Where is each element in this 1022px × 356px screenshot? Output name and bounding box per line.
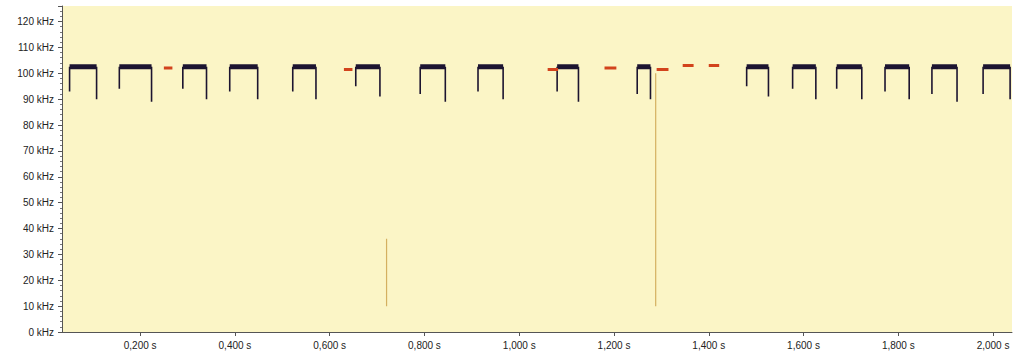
svg-text:120 kHz: 120 kHz <box>17 16 54 27</box>
svg-text:20 kHz: 20 kHz <box>23 275 54 286</box>
svg-text:0,800 s: 0,800 s <box>408 340 441 351</box>
svg-text:80 kHz: 80 kHz <box>23 120 54 131</box>
svg-text:0,200 s: 0,200 s <box>124 340 157 351</box>
svg-text:60 kHz: 60 kHz <box>23 171 54 182</box>
svg-text:0 kHz: 0 kHz <box>28 327 54 338</box>
svg-text:1,600 s: 1,600 s <box>787 340 820 351</box>
svg-text:40 kHz: 40 kHz <box>23 223 54 234</box>
svg-text:0,400 s: 0,400 s <box>219 340 252 351</box>
svg-text:110 kHz: 110 kHz <box>18 42 54 53</box>
svg-text:100 kHz: 100 kHz <box>17 68 54 79</box>
svg-text:0,600 s: 0,600 s <box>313 340 346 351</box>
svg-text:1,000 s: 1,000 s <box>503 340 536 351</box>
svg-text:1,400 s: 1,400 s <box>692 340 725 351</box>
svg-text:90 kHz: 90 kHz <box>23 94 54 105</box>
svg-text:70 kHz: 70 kHz <box>23 145 54 156</box>
svg-text:30 kHz: 30 kHz <box>23 249 54 260</box>
svg-text:2,000 s: 2,000 s <box>977 340 1010 351</box>
svg-text:50 kHz: 50 kHz <box>23 197 54 208</box>
svg-text:1,800 s: 1,800 s <box>882 340 915 351</box>
svg-text:10 kHz: 10 kHz <box>23 301 54 312</box>
svg-text:1,200 s: 1,200 s <box>598 340 631 351</box>
